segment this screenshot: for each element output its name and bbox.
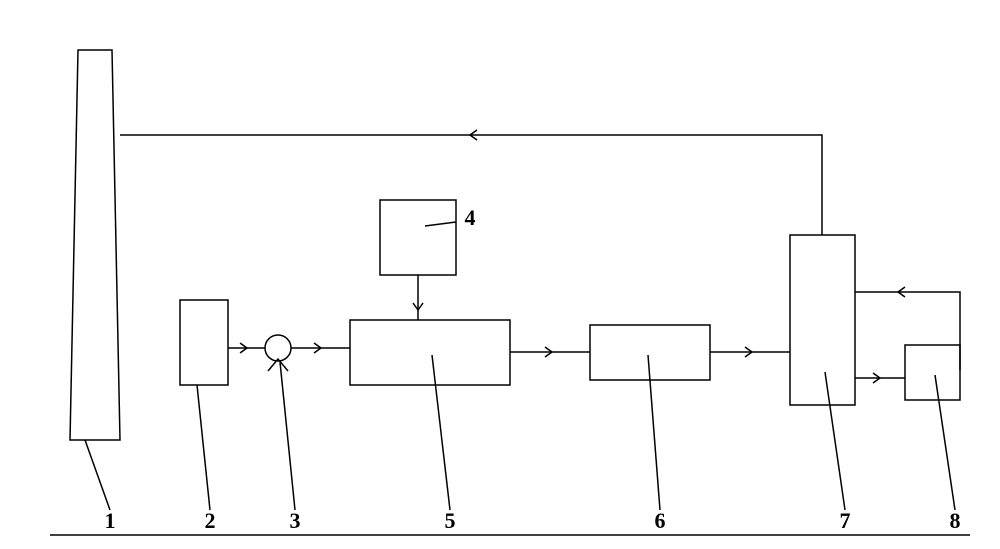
leader-line xyxy=(85,440,110,510)
leader-line xyxy=(280,362,295,510)
leader-line xyxy=(825,372,845,510)
label-L1: 1 xyxy=(105,508,116,533)
node-tower xyxy=(70,50,120,440)
label-L4: 4 xyxy=(465,205,476,230)
node-box4 xyxy=(380,200,456,275)
leader-line xyxy=(432,355,450,510)
node-box5 xyxy=(350,320,510,385)
connector xyxy=(855,292,960,370)
node-box7 xyxy=(790,235,855,405)
label-L2: 2 xyxy=(205,508,216,533)
label-L7: 7 xyxy=(840,508,851,533)
leader-line xyxy=(197,385,210,510)
label-L5: 5 xyxy=(445,508,456,533)
label-L3: 3 xyxy=(290,508,301,533)
leader-line xyxy=(648,355,660,510)
flowchart-canvas: 1 2 3 4 5 6 7 8 xyxy=(0,0,1000,549)
leader-line xyxy=(935,375,955,510)
node-box2 xyxy=(180,300,228,385)
label-L6: 6 xyxy=(655,508,666,533)
pump-symbol xyxy=(265,335,291,361)
label-L8: 8 xyxy=(950,508,961,533)
leader-line xyxy=(425,222,456,226)
node-box8 xyxy=(905,345,960,400)
